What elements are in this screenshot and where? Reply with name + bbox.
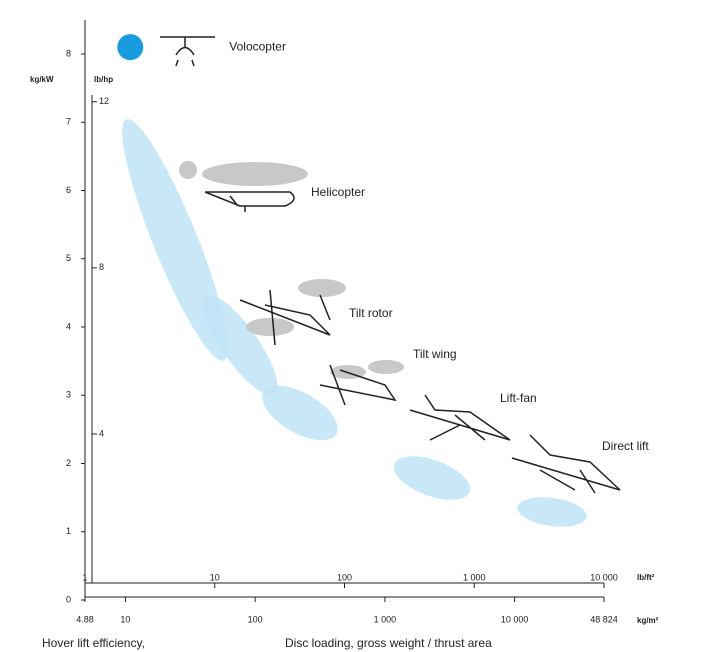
blob xyxy=(122,119,228,361)
helicopter-icon xyxy=(204,191,295,212)
blob xyxy=(393,456,471,500)
caption: Disc loading, gross weight / thrust area xyxy=(285,636,492,650)
rotor xyxy=(246,318,294,336)
blob xyxy=(262,385,338,441)
y2-tick-label: 4 xyxy=(99,428,104,438)
y-tick-label: 2 xyxy=(66,458,71,468)
rotor xyxy=(179,161,197,179)
annotation: Direct lift xyxy=(602,439,649,453)
point-label: Volocopter xyxy=(229,39,286,53)
x-tick-label: 10 xyxy=(120,614,130,624)
y-tick-label: 1 xyxy=(66,526,71,536)
point xyxy=(117,34,144,61)
y-tick-label: 3 xyxy=(66,390,71,400)
x-tick-label: 4.88 xyxy=(76,614,94,624)
caption: Hover lift efficiency, xyxy=(42,636,145,650)
rotor xyxy=(298,279,346,297)
y2-axis-unit: lb/hp xyxy=(94,75,113,84)
liftfan-icon xyxy=(409,394,511,441)
x-tick-label: 100 xyxy=(248,614,263,624)
x2-tick-label: 10 000 xyxy=(590,572,618,582)
rotor xyxy=(368,360,404,374)
tiltrotor-icon xyxy=(239,289,331,346)
annotation: Lift-fan xyxy=(500,391,537,405)
blob xyxy=(202,294,278,396)
y-tick-label: 5 xyxy=(66,253,71,263)
y-tick-label: 4 xyxy=(66,321,71,331)
volocopter-icon xyxy=(160,36,215,67)
x-tick-label: 1 000 xyxy=(374,614,397,624)
y-tick-label: 8 xyxy=(66,48,71,58)
y2-tick-label: 12 xyxy=(99,96,109,106)
blob xyxy=(517,497,587,527)
y-tick-label: 0 xyxy=(66,594,71,604)
x-tick-label: 48 824 xyxy=(590,614,618,624)
x2-tick-label: 1 xyxy=(82,572,87,582)
tiltwing-icon xyxy=(319,364,397,406)
y-axis-unit: kg/kW xyxy=(30,75,54,84)
annotation: Tilt wing xyxy=(413,347,457,361)
x2-tick-label: 1 000 xyxy=(463,572,486,582)
x2-tick-label: 10 xyxy=(210,572,220,582)
y-tick-label: 7 xyxy=(66,117,71,127)
efficiency-blobs xyxy=(122,119,587,527)
annotation: Tilt rotor xyxy=(349,306,393,320)
rotor xyxy=(202,162,308,186)
y-tick-label: 6 xyxy=(66,185,71,195)
x-axis-unit: kg/m² xyxy=(637,616,659,625)
x2-tick-label: 100 xyxy=(337,572,352,582)
y2-tick-label: 8 xyxy=(99,262,104,272)
directlift-icon xyxy=(511,434,621,494)
x-tick-label: 10 000 xyxy=(501,614,529,624)
x2-axis-unit: lb/ft² xyxy=(637,573,655,582)
annotation: Helicopter xyxy=(311,185,365,199)
aircraft-icons xyxy=(160,36,621,494)
